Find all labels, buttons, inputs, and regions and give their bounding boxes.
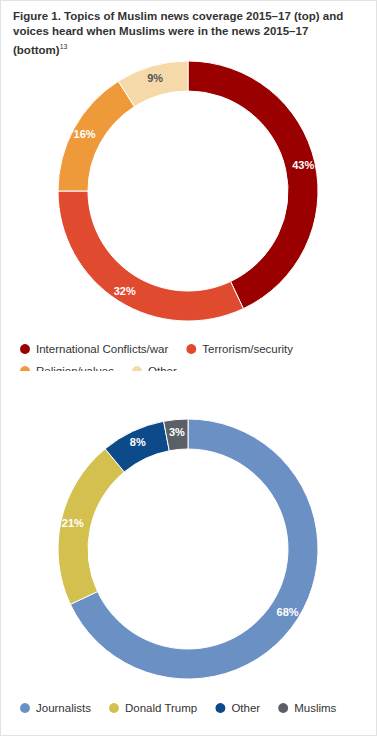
- svg-text:32%: 32%: [114, 285, 136, 297]
- svg-text:Religion/values: Religion/values: [36, 365, 114, 371]
- svg-text:International Conflicts/war: International Conflicts/war: [36, 343, 168, 355]
- svg-text:Muslims: Muslims: [294, 702, 336, 714]
- svg-text:Other: Other: [148, 365, 177, 371]
- svg-text:21%: 21%: [62, 517, 84, 529]
- svg-text:9%: 9%: [147, 72, 163, 84]
- svg-text:8%: 8%: [130, 436, 146, 448]
- svg-text:Terrorism/security: Terrorism/security: [202, 343, 293, 355]
- svg-text:Journalists: Journalists: [36, 702, 91, 714]
- svg-text:3%: 3%: [169, 426, 185, 438]
- svg-text:Donald Trump: Donald Trump: [125, 702, 197, 714]
- svg-text:68%: 68%: [277, 606, 299, 618]
- html-text:Figure 1. Topics of Muslim new: Figure 1. Topics of Muslim news coverage…: [13, 10, 344, 56]
- svg-text:16%: 16%: [74, 128, 96, 140]
- svg-text:43%: 43%: [292, 159, 314, 171]
- svg-text:Other: Other: [231, 702, 260, 714]
